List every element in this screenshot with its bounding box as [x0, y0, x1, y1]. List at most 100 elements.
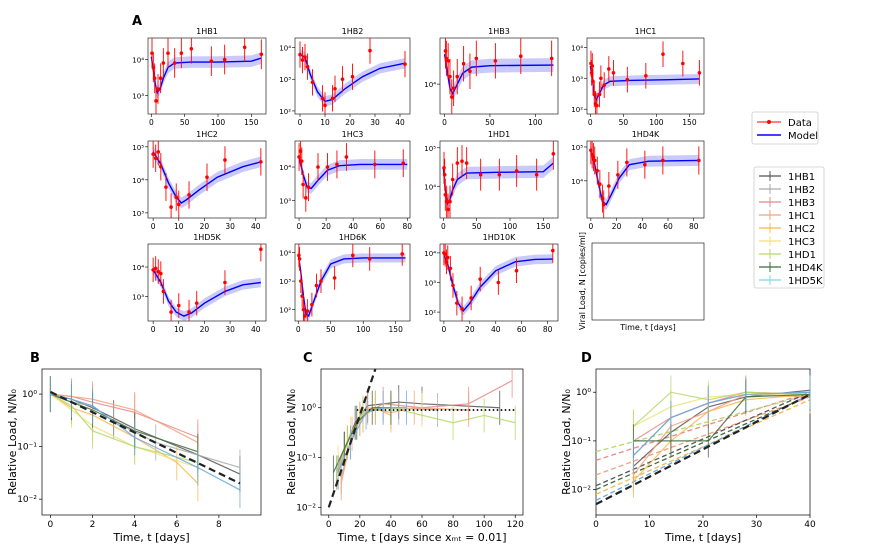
subplot-frame: [147, 243, 267, 322]
data-point: [644, 74, 648, 78]
x-tick-label: 120: [507, 520, 524, 530]
data-point: [451, 86, 456, 91]
y-tick-label: 10⁵: [132, 144, 144, 152]
x-tick-label: 6: [174, 520, 180, 530]
legend-model-label: Model: [788, 131, 818, 142]
x-tick-label: 100: [211, 118, 226, 127]
x-tick-label: 0: [441, 222, 446, 231]
data-point: [445, 255, 450, 260]
data-point: [187, 193, 191, 197]
data-point: [242, 45, 247, 50]
x-tick-label: 100: [356, 325, 371, 334]
data-point: [330, 96, 335, 101]
data-point: [156, 87, 160, 91]
legend-patient-label: 1HD1: [788, 250, 816, 261]
data-point: [455, 301, 459, 305]
x-tick-label: 20: [697, 520, 709, 530]
legend-patient-label: 1HC3: [788, 237, 815, 248]
x-tick-label: 80: [447, 520, 459, 530]
data-point: [493, 59, 498, 63]
legend-patient-label: 1HB2: [788, 185, 815, 196]
data-point: [156, 269, 161, 274]
series-1hc3: [632, 377, 811, 443]
data-point: [446, 59, 450, 63]
x-tick-label: 150: [536, 222, 551, 231]
data-point: [153, 266, 158, 271]
model-confidence-band: [443, 156, 554, 211]
legend-patient-label: 1HC1: [788, 211, 815, 222]
data-point: [599, 76, 603, 81]
data-point: [607, 67, 611, 71]
patient-fit-line: [595, 399, 811, 495]
subplot-1hd4k: 1HD4K 0 20 40 60 80 10⁴ 10⁵: [571, 130, 705, 231]
data-point: [661, 158, 665, 163]
data-point: [310, 80, 315, 85]
data-point: [223, 280, 227, 285]
data-point: [496, 280, 501, 285]
y-tick-label: 10⁻¹: [571, 437, 591, 447]
subplot-frame: [586, 140, 705, 219]
data-point: [602, 83, 606, 87]
x-tick-label: 0: [149, 118, 154, 127]
series-line: [50, 393, 199, 443]
data-point: [335, 162, 339, 167]
y-tick-label: 10⁴: [424, 183, 436, 191]
data-point: [403, 62, 407, 66]
x-tick-label: 0: [326, 520, 332, 530]
data-point: [314, 283, 319, 288]
x-tick-label: 40: [491, 325, 501, 334]
x-tick-label: 10: [174, 222, 184, 231]
y-tick-label: 10⁴: [279, 250, 291, 258]
data-point: [468, 69, 472, 74]
data-point: [514, 268, 519, 273]
data-point: [152, 76, 157, 81]
data-point: [592, 158, 597, 163]
series-line: [337, 380, 513, 473]
data-point: [259, 247, 263, 252]
x-tick-label: 20: [354, 520, 366, 530]
y-tick-label: 10⁴: [424, 81, 436, 89]
data-point: [469, 296, 473, 300]
x-axis-label: Time, t [days since xₘₜ = 0.01]: [336, 531, 506, 544]
data-point: [601, 202, 606, 207]
subplot-1hb2: 1HB2 0 10 20 30 40 10² 10³ 10⁴: [279, 27, 411, 127]
data-point: [350, 74, 355, 79]
x-tick-label: 150: [682, 118, 697, 127]
y-tick-label: 10²: [424, 309, 436, 317]
model-curve: [443, 254, 553, 313]
subplot-title: 1HB2: [342, 27, 364, 36]
x-tick-label: 0: [297, 222, 302, 231]
series-1hb3: [632, 375, 811, 458]
plot-frame: [41, 368, 262, 516]
x-tick-label: 2: [90, 520, 96, 530]
data-point: [448, 199, 452, 204]
y-tick-label: 10²: [571, 106, 583, 114]
x-tick-label: 0: [593, 520, 599, 530]
subplot-1hd10k: 1HD10K 0 20 40 60 80 10² 10³ 10⁴: [424, 233, 559, 334]
x-tick-label: 50: [619, 118, 629, 127]
data-point: [446, 207, 450, 212]
x-tick-label: 0: [442, 118, 447, 127]
y-tick-label: 10⁰: [301, 404, 316, 414]
group-fit-line: [595, 393, 811, 506]
subplot-title: 1HD1: [488, 130, 510, 139]
legend-patients: 1HB1 1HB2 1HB3 1HC1 1HC2 1HC3 1HD1 1HD4K 1HD5K: [753, 166, 825, 289]
data-point: [451, 283, 455, 288]
panel-label-a: A: [132, 14, 142, 29]
data-point: [595, 103, 599, 108]
x-tick-label: 0: [151, 222, 156, 231]
data-point: [551, 248, 555, 253]
data-point: [325, 165, 330, 169]
data-point: [304, 196, 308, 200]
subplot-frame: [147, 140, 267, 219]
data-point: [172, 61, 177, 65]
y-tick-label: 10⁰: [22, 390, 37, 400]
x-tick-label: 0: [441, 325, 446, 334]
data-point: [176, 303, 181, 308]
data-point: [176, 202, 181, 207]
y-tick-label: 10⁻²: [571, 486, 591, 496]
plot-frame: [595, 368, 811, 516]
y-tick-label: 10³: [279, 198, 291, 206]
x-tick-label: 60: [375, 222, 385, 231]
